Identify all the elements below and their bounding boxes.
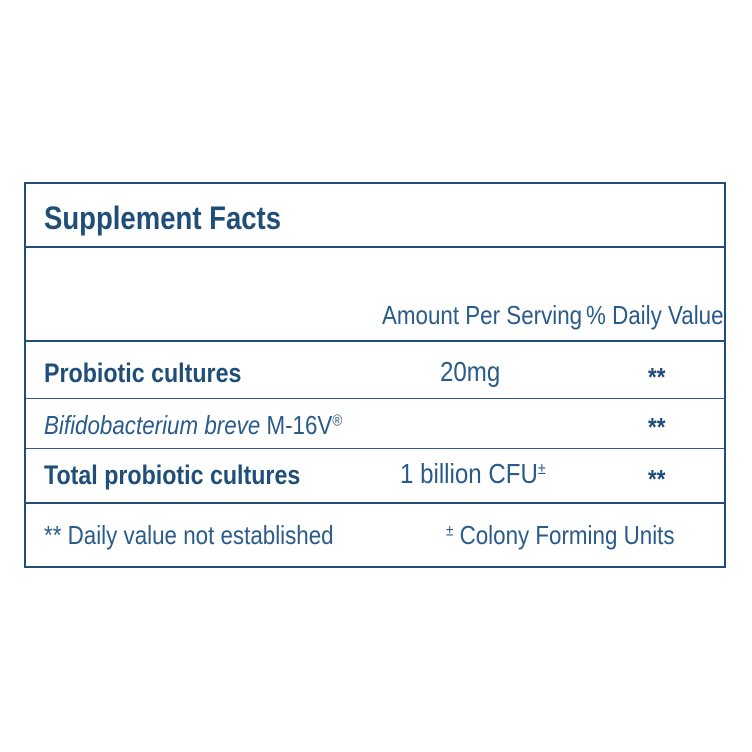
footnote-cfu: ± Colony Forming Units [446, 522, 675, 548]
header-amount-per-serving: Amount Per Serving [382, 300, 583, 330]
plus-minus-mark: ± [537, 458, 546, 478]
row-bifidobacterium-dv: ** [648, 412, 666, 442]
footnote-daily-value: ** Daily value not established [44, 520, 334, 550]
footnote-cfu-text: Colony Forming Units [453, 520, 675, 550]
row-divider [26, 398, 724, 399]
row-total-probiotic-cultures-dv: ** [648, 464, 666, 494]
row-total-probiotic-cultures-label: Total probiotic cultures [44, 460, 301, 490]
row-divider [26, 448, 724, 449]
row-bifidobacterium-label: Bifidobacterium breve M-16V® [44, 412, 342, 438]
supplement-facts-panel: Supplement Facts Amount Per Serving % Da… [24, 182, 726, 568]
total-amount-text: 1 billion CFU [400, 458, 538, 489]
title-divider [26, 246, 724, 248]
panel-title: Supplement Facts [44, 200, 282, 236]
footnote-plus-minus-mark: ± [446, 522, 454, 540]
row-bifidobacterium-strain: M-16V [260, 410, 333, 440]
row-probiotic-cultures-amount: 20mg [440, 356, 501, 387]
row-probiotic-cultures-dv: ** [648, 362, 666, 392]
header-divider [26, 340, 724, 342]
row-bifidobacterium-italic: Bifidobacterium breve [44, 410, 261, 440]
row-probiotic-cultures-label: Probiotic cultures [44, 358, 242, 388]
header-daily-value: % Daily Value [586, 300, 724, 330]
footnote-divider [26, 502, 724, 504]
row-total-probiotic-cultures-amount: 1 billion CFU± [400, 460, 546, 488]
registered-mark: ® [332, 412, 343, 430]
